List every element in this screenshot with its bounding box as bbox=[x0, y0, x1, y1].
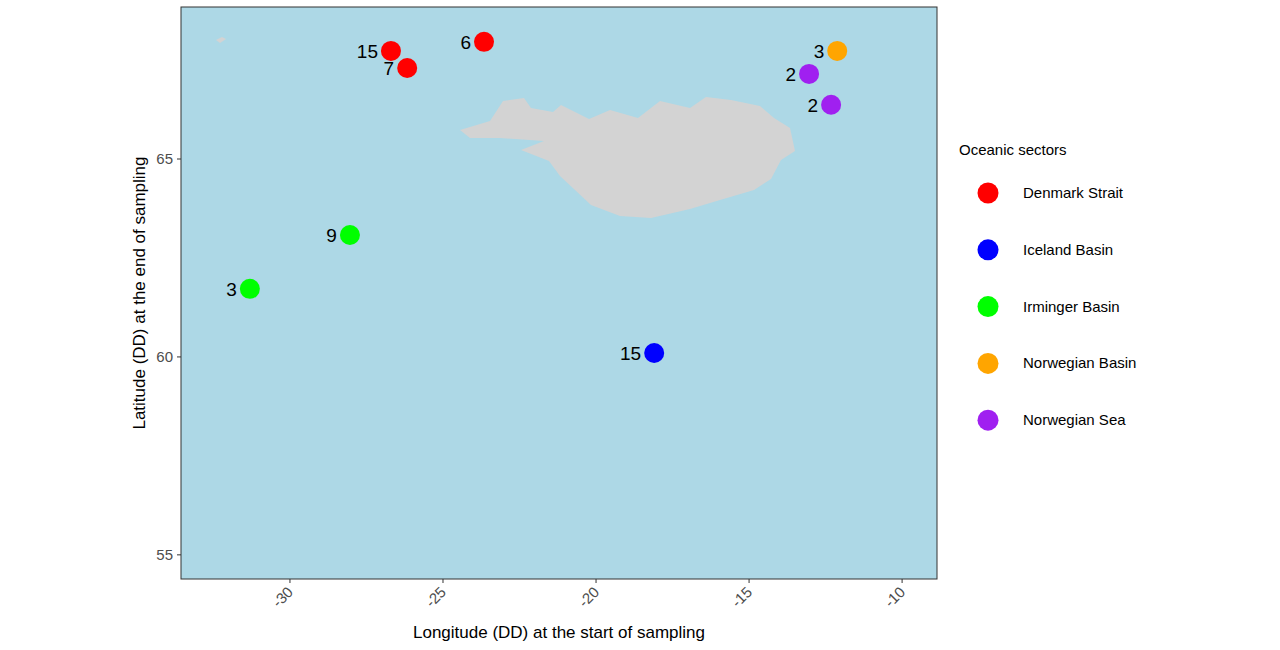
y-tick bbox=[177, 159, 181, 160]
legend-key bbox=[978, 183, 999, 204]
count-label: 2 bbox=[785, 64, 796, 85]
x-axis-label: Longitude (DD) at the start of sampling bbox=[413, 623, 705, 642]
legend-label: Iceland Basin bbox=[1023, 241, 1113, 258]
x-tick bbox=[749, 579, 750, 583]
y-tick-label: 60 bbox=[156, 348, 173, 365]
y-axis-label: Latitude (DD) at the end of sampling bbox=[130, 156, 149, 429]
count-label: 2 bbox=[808, 95, 819, 116]
count-label: 15 bbox=[620, 343, 641, 364]
chart: -30 -25 -20 -15 -10 55 60 65 Longitude (DD) at t… bbox=[0, 0, 1280, 650]
point bbox=[799, 64, 819, 84]
y-tick-label: 55 bbox=[156, 546, 173, 563]
count-label: 15 bbox=[357, 41, 378, 62]
x-tick bbox=[442, 579, 443, 583]
x-tick bbox=[289, 579, 290, 583]
y-tick-label: 65 bbox=[156, 150, 173, 167]
legend-label: Norwegian Basin bbox=[1023, 354, 1136, 371]
count-labels: 15761593322 bbox=[226, 32, 824, 364]
frame bbox=[181, 7, 937, 579]
point bbox=[474, 32, 494, 52]
legend: Oceanic sectors Denmark Strait Iceland Bas… bbox=[959, 141, 1136, 431]
point bbox=[827, 41, 847, 61]
point bbox=[821, 95, 841, 115]
count-label: 6 bbox=[460, 32, 471, 53]
count-label: 7 bbox=[384, 58, 395, 79]
legend-key bbox=[978, 296, 999, 317]
point bbox=[240, 279, 260, 299]
legend-key bbox=[978, 410, 999, 431]
x-tick-label: -20 bbox=[575, 583, 602, 610]
y-tick bbox=[177, 356, 181, 357]
legend-key bbox=[978, 239, 999, 260]
x-tick-label: -30 bbox=[269, 583, 296, 610]
points bbox=[240, 32, 847, 363]
legend-key bbox=[978, 353, 999, 374]
legend-title: Oceanic sectors bbox=[959, 141, 1067, 158]
count-label: 3 bbox=[814, 41, 825, 62]
legend-label: Denmark Strait bbox=[1023, 184, 1124, 201]
iceland bbox=[460, 97, 795, 218]
count-label: 9 bbox=[326, 225, 337, 246]
legend-label: Norwegian Sea bbox=[1023, 411, 1126, 428]
y-tick bbox=[177, 554, 181, 555]
x-tick bbox=[902, 579, 903, 583]
land bbox=[216, 37, 795, 218]
point bbox=[644, 343, 664, 363]
legend-label: Irminger Basin bbox=[1023, 298, 1120, 315]
point bbox=[340, 225, 360, 245]
count-label: 3 bbox=[226, 279, 237, 300]
x-tick-label: -10 bbox=[881, 583, 908, 610]
greenland-edge bbox=[216, 37, 226, 43]
sea bbox=[181, 7, 937, 579]
x-tick-label: -25 bbox=[422, 583, 449, 610]
x-tick bbox=[596, 579, 597, 583]
x-tick-label: -15 bbox=[728, 583, 755, 610]
point bbox=[397, 58, 417, 78]
